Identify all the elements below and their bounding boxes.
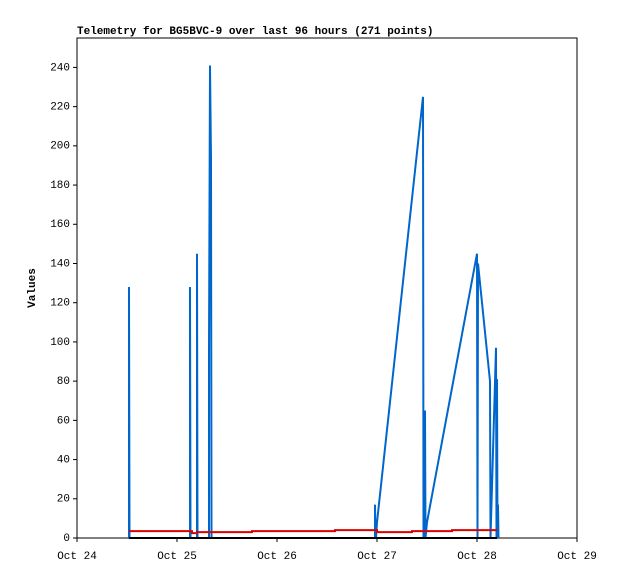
y-tick-label: 80 bbox=[57, 376, 70, 388]
x-tick-label: Oct 27 bbox=[357, 551, 397, 563]
y-tick-label: 220 bbox=[50, 102, 70, 114]
series-line bbox=[128, 65, 500, 539]
y-tick-label: 120 bbox=[50, 298, 70, 310]
y-tick-label: 0 bbox=[63, 533, 70, 545]
series-line bbox=[129, 529, 497, 535]
y-tick-label: 160 bbox=[50, 219, 70, 231]
y-tick-label: 180 bbox=[50, 180, 70, 192]
x-tick-label: Oct 25 bbox=[157, 551, 197, 563]
y-tick-label: 240 bbox=[50, 62, 70, 74]
x-tick-label: Oct 26 bbox=[257, 551, 297, 563]
y-tick-label: 100 bbox=[50, 337, 70, 349]
chart-title: Telemetry for BG5BVC-9 over last 96 hour… bbox=[77, 26, 433, 38]
y-axis-label: Values bbox=[27, 268, 39, 308]
x-tick-label: Oct 29 bbox=[557, 551, 597, 563]
y-tick-label: 200 bbox=[50, 141, 70, 153]
y-tick-label: 60 bbox=[57, 415, 70, 427]
plot-frame bbox=[76, 37, 578, 539]
x-tick-label: Oct 24 bbox=[57, 551, 97, 563]
y-tick-label: 20 bbox=[57, 494, 70, 506]
y-tick-label: 40 bbox=[57, 454, 70, 466]
y-tick-label: 140 bbox=[50, 258, 70, 270]
x-tick-label: Oct 28 bbox=[457, 551, 497, 563]
